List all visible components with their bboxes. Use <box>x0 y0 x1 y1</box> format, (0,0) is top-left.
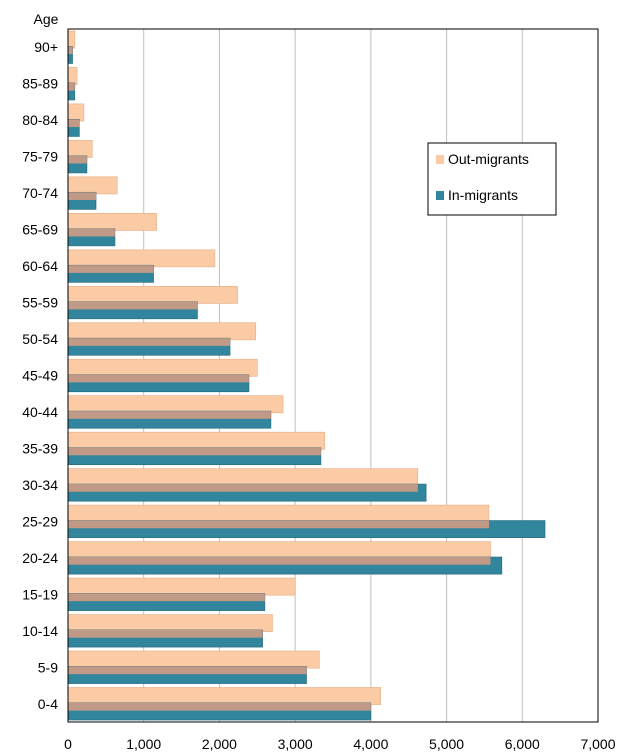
bar-out-migrants <box>67 650 320 669</box>
y-tick-label: 90+ <box>34 39 58 55</box>
legend-box <box>427 142 557 216</box>
y-tick-label: 0-4 <box>38 696 58 712</box>
y-axis-title: Age <box>34 11 59 27</box>
y-tick-label: 75-79 <box>22 149 58 165</box>
y-tick-label: 45-49 <box>22 368 58 384</box>
legend-swatch-out-migrants <box>436 155 444 164</box>
y-tick-label: 35-39 <box>22 440 58 456</box>
bar-out-migrants <box>67 614 273 632</box>
bar-overlap-band <box>68 119 80 128</box>
y-tick-label: 40-44 <box>22 404 58 420</box>
bar-out-migrants <box>67 176 118 195</box>
bar-overlap-band <box>68 46 73 55</box>
bar-overlap-band <box>68 629 263 638</box>
y-tick-label: 55-59 <box>22 295 58 311</box>
bar-out-migrants <box>67 504 490 523</box>
x-tick-label: 2,000 <box>202 736 237 752</box>
bar-out-migrants <box>67 687 382 705</box>
y-tick-label: 30-34 <box>22 477 58 493</box>
bar-out-migrants <box>67 541 491 560</box>
bar-overlap-band <box>68 557 491 565</box>
y-tick-label: 20-24 <box>22 550 58 566</box>
bar-out-migrants <box>67 30 76 49</box>
bar-overlap-band <box>68 411 271 419</box>
x-tick-label: 0 <box>64 736 72 752</box>
legend-swatch-in-migrants <box>436 191 444 200</box>
bar-overlap-band <box>68 593 265 602</box>
bar-out-migrants <box>67 358 258 377</box>
legend-label-in-migrants: In-migrants <box>448 187 518 203</box>
bar-overlap-band <box>68 702 371 711</box>
legend-label-out-migrants: Out-migrants <box>448 151 529 167</box>
bar-overlap-band <box>68 155 87 164</box>
x-tick-labels: 0 1,000 2,000 3,000 4,000 5,000 6,000 7,000 <box>64 736 616 752</box>
bar-out-migrants <box>67 249 216 268</box>
bar-out-migrants <box>67 395 284 414</box>
y-tick-label: 60-64 <box>22 258 58 274</box>
y-tick-label: 70-74 <box>22 185 58 201</box>
bar-overlap-band <box>68 192 97 200</box>
y-tick-label: 50-54 <box>22 331 58 347</box>
bar-out-migrants <box>67 103 85 122</box>
y-tick-label: 85-89 <box>22 76 58 92</box>
bar-overlap-band <box>68 301 198 310</box>
legend: Out-migrants In-migrants <box>427 142 557 216</box>
x-tick-label: 6,000 <box>505 736 540 752</box>
bar-overlap-band <box>68 338 231 346</box>
y-tick-label: 5-9 <box>38 659 58 675</box>
y-tick-labels: 0-4 5-9 10-14 15-19 20-24 25-29 30-34 35-39 40-4… <box>22 39 58 712</box>
bar-out-migrants <box>67 468 419 487</box>
plot-frame <box>67 28 599 723</box>
bar-out-migrants <box>67 140 93 158</box>
bar-out-migrants <box>67 577 296 596</box>
x-tick-label: 4,000 <box>353 736 388 752</box>
bar-overlap-band <box>68 447 321 456</box>
bar-out-migrants <box>67 213 157 231</box>
x-tick-label: 3,000 <box>278 736 313 752</box>
bar-out-migrants <box>67 67 78 85</box>
x-tick-label: 7,000 <box>580 736 615 752</box>
bar-out-migrants <box>67 322 257 341</box>
y-tick-label: 10-14 <box>22 623 58 639</box>
bar-overlap-band <box>68 265 154 273</box>
bar-overlap-band <box>68 666 307 675</box>
y-tick-label: 65-69 <box>22 222 58 238</box>
y-tick-label: 80-84 <box>22 112 58 128</box>
bar-overlap-band <box>68 374 249 383</box>
bar-out-migrants <box>67 285 238 304</box>
bar-overlap-band <box>68 484 418 492</box>
bar-out-migrants <box>67 431 325 450</box>
x-tick-label: 5,000 <box>429 736 464 752</box>
y-tick-label: 15-19 <box>22 586 58 602</box>
bar-overlap-band <box>68 228 115 237</box>
bars-group <box>67 30 546 721</box>
bar-overlap-band <box>68 82 75 91</box>
x-tick-label: 1,000 <box>126 736 161 752</box>
y-tick-label: 25-29 <box>22 513 58 529</box>
bar-overlap-band <box>68 520 489 529</box>
